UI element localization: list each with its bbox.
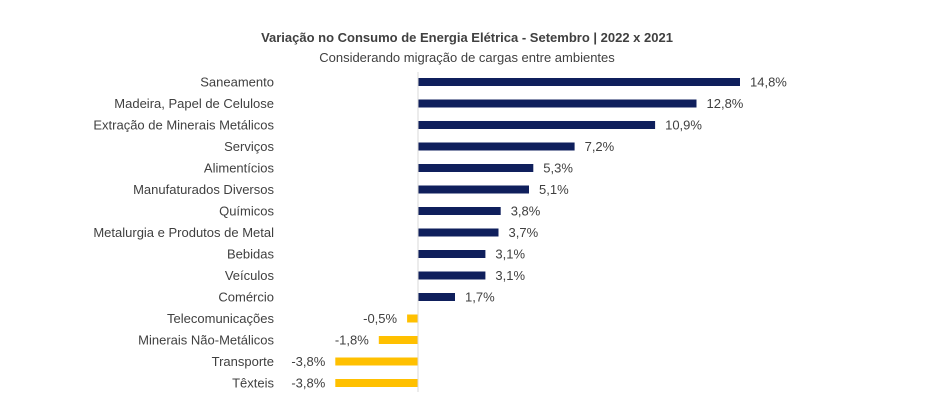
bar-6 (418, 207, 501, 215)
bar-9 (418, 271, 486, 280)
category-label: Madeira, Papel de Celulose (114, 96, 274, 111)
category-label: Químicos (219, 204, 274, 219)
category-label: Bebidas (227, 247, 274, 262)
category-label: Extração de Minerais Metálicos (93, 118, 274, 133)
value-label: 10,9% (665, 118, 702, 133)
bar-5 (418, 185, 529, 194)
category-label: Manufaturados Diversos (133, 182, 274, 197)
value-label: 5,1% (539, 182, 569, 197)
value-label: 1,7% (465, 290, 495, 305)
bars-group (335, 78, 740, 387)
value-labels-group: 14,8% 12,8% 10,9% 7,2% 5,3% 5,1% 3,8% 3,7% 3,1% 3… (291, 75, 787, 391)
bar-4 (418, 164, 534, 172)
bar-8 (418, 250, 486, 258)
value-label: 3,7% (509, 225, 539, 240)
bar-0 (418, 78, 740, 86)
chart-subtitle: Considerando migração de cargas entre am… (319, 50, 615, 65)
category-label: Minerais Não-Metálicos (138, 333, 274, 348)
value-label: 3,8% (511, 204, 541, 219)
value-label: 14,8% (750, 75, 787, 90)
bar-7 (418, 228, 499, 237)
bar-2 (418, 121, 656, 129)
bar-13 (335, 357, 418, 366)
bar-10 (418, 293, 455, 301)
chart-title: Variação no Consumo de Energia Elétrica … (261, 30, 673, 45)
value-label: -1,8% (335, 333, 369, 348)
bar-1 (418, 99, 697, 108)
bar-3 (418, 142, 575, 151)
value-label: -3,8% (291, 354, 325, 369)
value-label: 12,8% (707, 96, 744, 111)
category-labels-group: Saneamento Madeira, Papel de Celulose Extr… (93, 75, 274, 391)
value-label: -0,5% (363, 311, 397, 326)
category-label: Saneamento (200, 75, 274, 90)
category-label: Comércio (218, 290, 274, 305)
category-label: Serviços (224, 139, 274, 154)
value-label: 5,3% (543, 161, 573, 176)
bar-14 (335, 379, 418, 387)
category-label: Telecomunicações (167, 311, 274, 326)
bar-11 (407, 314, 418, 323)
bar-12 (378, 336, 418, 344)
value-label: 7,2% (585, 139, 615, 154)
value-label: 3,1% (495, 268, 525, 283)
value-label: 3,1% (495, 247, 525, 262)
value-label: -3,8% (291, 376, 325, 391)
category-label: Metalurgia e Produtos de Metal (93, 225, 274, 240)
category-label: Veículos (225, 268, 275, 283)
category-label: Têxteis (232, 376, 274, 391)
category-label: Alimentícios (204, 161, 275, 176)
category-label: Transporte (212, 354, 274, 369)
